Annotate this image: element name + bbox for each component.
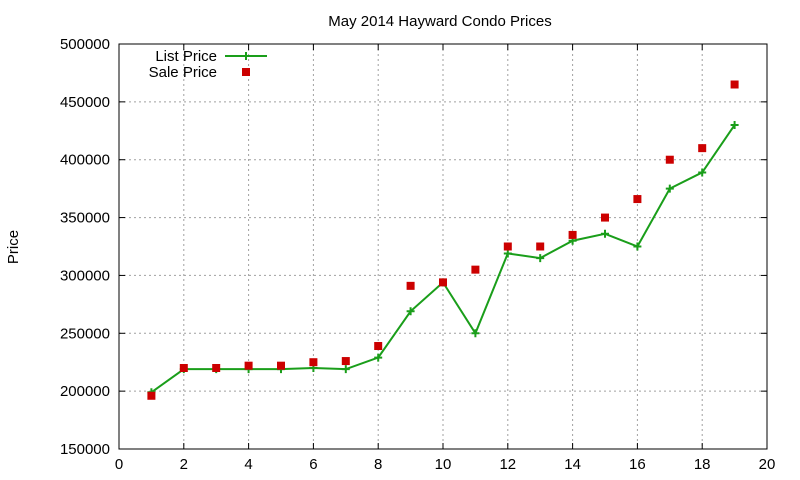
x-tick-label: 18 [694,456,711,473]
sale-price-point [633,195,642,204]
list-price-point [406,307,415,316]
sale-price-point [341,357,350,366]
y-tick-label: 150000 [60,441,110,458]
legend: List Price Sale Price [149,48,267,81]
x-tick-label: 20 [759,456,776,473]
x-tick-label: 2 [180,456,188,473]
y-tick-label: 450000 [60,94,110,111]
grid-lines [119,44,767,449]
sale-price-point [406,281,415,290]
list-price-point [471,329,480,338]
y-tick-label: 500000 [60,36,110,53]
list-price-point [665,184,674,193]
series-layer [147,80,739,400]
list-price-point [374,353,383,362]
x-tick-label: 10 [435,456,452,473]
sale-price-point [277,361,285,370]
list-price-point [536,254,545,263]
x-tick-label: 12 [499,456,516,473]
x-tick-label: 16 [629,456,646,473]
legend-marker-list-price [242,52,250,60]
y-axis-label: Price [5,230,22,264]
list-price-point [341,365,350,374]
sale-price-point [244,361,253,370]
sale-price-point [568,230,577,239]
legend-label-sale-price: Sale Price [149,64,217,81]
sale-price-point [374,342,383,351]
sale-price-point [730,80,739,89]
sale-price-point [503,242,512,251]
sale-price-point [665,155,674,164]
legend-marker-sale-price [242,68,250,76]
sale-price-point [309,358,318,367]
sale-price-point [179,364,188,372]
y-tick-label: 350000 [60,210,110,227]
legend-label-list-price: List Price [155,48,217,65]
list-price-point [698,168,707,177]
axes: 0 2 4 6 8 10 12 14 16 18 20 150000 200000 250000 30000… [60,36,775,473]
sale-price-point [471,265,480,274]
list-price-point [730,121,739,129]
x-tick-label: 14 [564,456,581,473]
sale-price-point [212,364,221,372]
y-tick-label: 300000 [60,267,110,284]
y-tick-label: 200000 [60,383,110,400]
sale-price-point [698,144,707,153]
sale-price-point [536,242,545,251]
y-tick-label: 250000 [60,325,110,342]
x-tick-label: 6 [309,456,317,473]
x-tick-label: 0 [115,456,123,473]
x-tick-label: 4 [244,456,252,473]
list-price-point [633,242,642,251]
sale-price-point [147,391,156,400]
y-tick-label: 400000 [60,152,110,169]
list-price-point [503,249,512,258]
sale-price-point [601,213,609,222]
x-tick-label: 8 [374,456,382,473]
sale-price-point [439,278,447,287]
chart-title: May 2014 Hayward Condo Prices [328,13,551,30]
list-price-point [601,229,609,238]
